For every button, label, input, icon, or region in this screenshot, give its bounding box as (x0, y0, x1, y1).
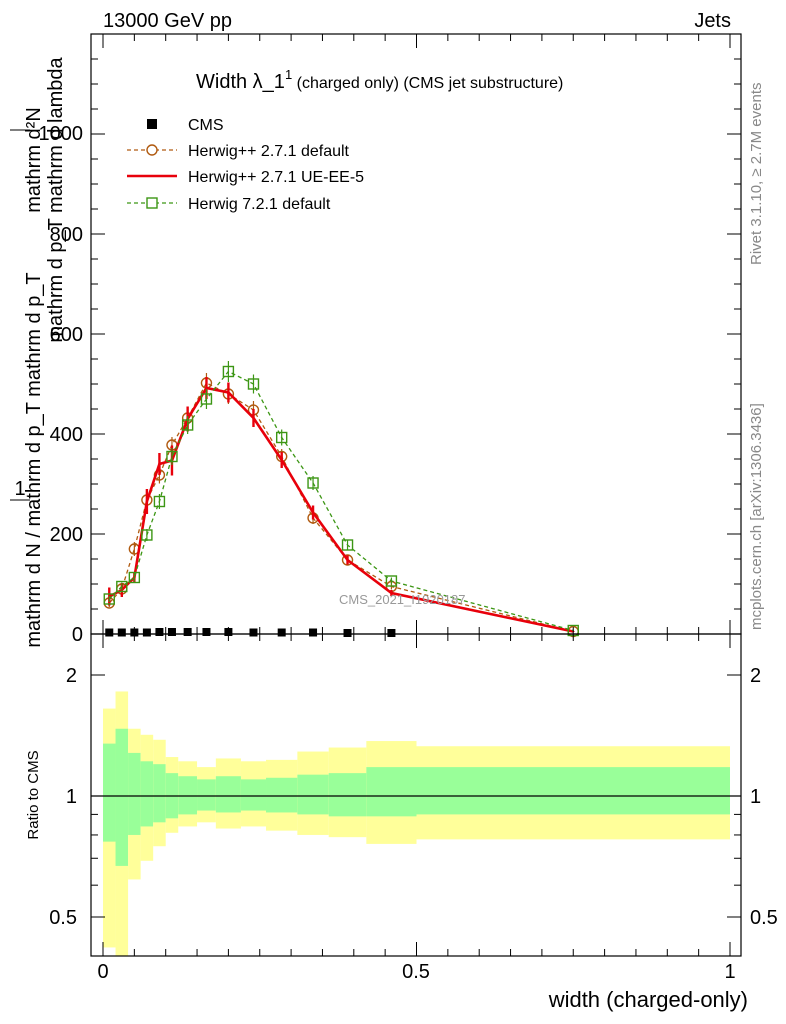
title-sup: 1 (285, 67, 292, 82)
ytick-200: 200 (50, 524, 83, 546)
ratio-ytick-05-left: 0.5 (49, 907, 77, 929)
ratio-band-green (153, 764, 166, 823)
herwig7-default-point (166, 450, 178, 463)
ratio-band-green (328, 773, 367, 817)
title-suffix: (charged only) (CMS jet substructure) (292, 75, 563, 92)
ratio-ytick-05-right: 0.5 (750, 907, 778, 929)
herwig7-default-point (128, 571, 141, 584)
ylabel-frac-den: mathrm d p_T mathrm d lambda (45, 56, 67, 342)
ytick-1000: 1000 (39, 123, 84, 145)
legend-marker-circle (146, 144, 158, 156)
title-main: Width λ_1 (196, 71, 285, 93)
ratio-band-green (128, 752, 141, 835)
ylabel-frac-num: mathrm d²N (23, 107, 45, 213)
main-ylabel: 1 mathrm d N / mathrm d p_T mathrm d p_T… (10, 56, 67, 648)
ratio-band-green (416, 767, 730, 815)
ratio-band-green (240, 779, 267, 811)
ratio-ytick-2-left: 2 (66, 665, 77, 687)
herwig7-default-point (200, 393, 213, 405)
legend-label-3: Herwig 7.2.1 default (188, 196, 331, 213)
ratio-band-green (215, 776, 241, 813)
rivet-version-label: Rivet 3.1.10, ≥ 2.7M events (748, 83, 765, 266)
axis-ticks (91, 33, 741, 956)
xlabel: width (charged-only) (548, 987, 748, 1012)
herwig7-default-point (181, 419, 194, 431)
analysis-watermark: CMS_2021_I1920187 (339, 592, 466, 607)
ratio-ytick-1-left: 1 (66, 786, 77, 808)
ytick-400: 400 (50, 424, 83, 446)
cms-data-point (155, 628, 164, 636)
herwig7-default-point (385, 575, 398, 587)
ratio-band-green (103, 743, 116, 842)
cms-data-point (387, 629, 396, 637)
main-series (103, 361, 579, 638)
header-energy: 13000 GeV pp (103, 10, 232, 32)
cms-data-point (343, 629, 352, 637)
cms-data-point (202, 628, 211, 636)
herwig7-default-point (341, 539, 354, 551)
herwig7-default-point (103, 593, 115, 605)
cms-data-point (167, 628, 176, 636)
herwig7-default-point (275, 431, 288, 444)
ytick-0: 0 (72, 624, 83, 646)
ratio-band-green (197, 779, 216, 811)
header-group: Jets (694, 10, 731, 32)
legend-marker-open-square (146, 197, 158, 209)
ylabel-one: 1 (14, 478, 25, 500)
ratio-ytick-1-right: 1 (750, 786, 761, 808)
ratio-ytick-2-right: 2 (750, 665, 761, 687)
ratio-band-green (140, 761, 154, 827)
cms-data-point (142, 628, 151, 637)
legend-label-1: Herwig++ 2.7.1 default (188, 143, 350, 160)
legend-label-0: CMS (188, 117, 224, 134)
mcplots-credit-label: mcplots.cern.ch [arXiv:1306.3436] (748, 403, 765, 630)
ratio-band-green (266, 777, 298, 813)
cms-data-point (277, 628, 286, 637)
herwig7-default-point (307, 477, 319, 489)
herwig7-default-point (247, 378, 260, 390)
ratio-band-green (115, 728, 129, 866)
ratio-band-green (178, 776, 198, 815)
herwigpp-default-point (341, 554, 354, 566)
xtick-1: 1 (724, 961, 735, 983)
herwig7-default-point (141, 529, 153, 541)
cms-data-point (309, 628, 318, 637)
xtick-05: 0.5 (402, 961, 430, 983)
cms-data-point (249, 628, 258, 637)
herwig7-default-point (153, 495, 166, 508)
legend-marker-cms (147, 119, 157, 129)
legend: CMS Herwig++ 2.7.1 default Herwig++ 2.7.1 … (127, 117, 364, 213)
ytick-600: 600 (50, 324, 83, 346)
ratio-ylabel: Ratio to CMS (25, 750, 42, 839)
ratio-band-green (297, 774, 329, 815)
plot-title: Width λ_11 (charged only) (CMS jet subst… (196, 67, 563, 93)
herwig7-default-point (222, 365, 235, 378)
xtick-0: 0 (97, 961, 108, 983)
ratio-band-green (366, 767, 417, 817)
legend-label-2: Herwig++ 2.7.1 UE-EE-5 (188, 169, 364, 186)
cms-data-point (183, 628, 192, 636)
herwig7-default-point (116, 580, 128, 593)
cms-data-point (117, 628, 126, 637)
ytick-800: 800 (50, 224, 83, 246)
ratio-bands (103, 691, 730, 956)
cms-data-point (105, 628, 114, 637)
ylabel-den: mathrm d N / mathrm d p_T mathrm d p_T (23, 272, 45, 647)
